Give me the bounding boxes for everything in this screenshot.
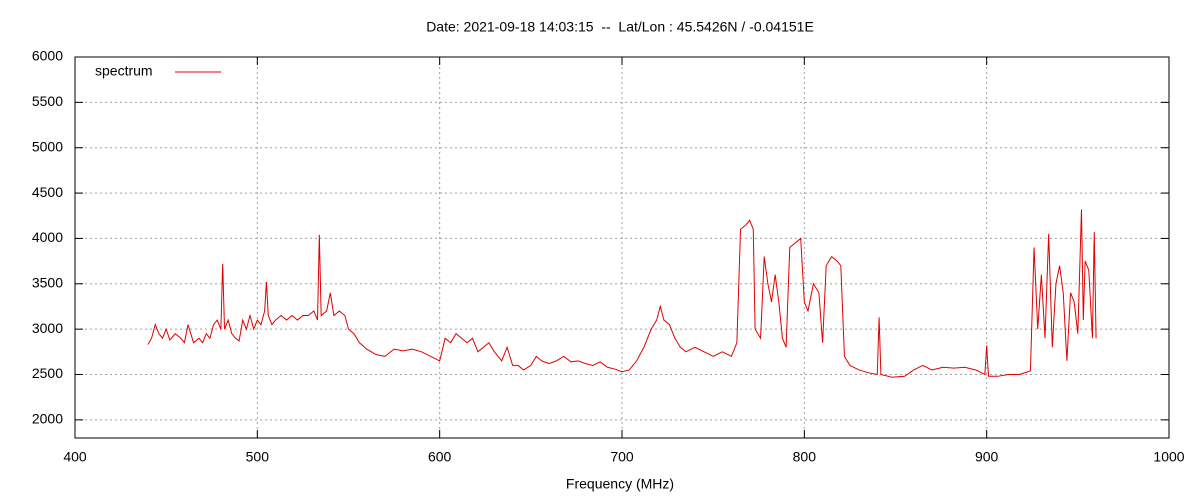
grid	[74, 56, 1170, 438]
x-tick-label: 900	[975, 449, 999, 465]
y-tick-label: 3500	[32, 274, 63, 290]
y-tick-label: 4000	[32, 229, 63, 245]
plot	[147, 209, 1097, 378]
chart-title: Date: 2021-09-18 14:03:15 -- Lat/Lon : 4…	[426, 19, 814, 35]
y-tick-label: 5000	[32, 138, 63, 154]
x-tick-label: 500	[246, 449, 270, 465]
x-axis-label: Frequency (MHz)	[566, 476, 674, 492]
y-tick-label: 3000	[32, 320, 63, 336]
y-tick-label: 5500	[32, 93, 63, 109]
y-tick-label: 2500	[32, 365, 63, 381]
x-tick-label: 800	[793, 449, 817, 465]
y-tick-label: 4500	[32, 184, 63, 200]
y-tick-label: 2000	[32, 411, 63, 427]
legend-label: spectrum	[95, 63, 153, 79]
x-tick-label: 1000	[1153, 449, 1184, 465]
x-tick-label: 700	[610, 449, 634, 465]
x-tick-label: 600	[428, 449, 452, 465]
y-tick-label: 6000	[32, 48, 63, 64]
spectrum-line	[147, 209, 1097, 378]
x-tick-label: 400	[63, 449, 87, 465]
